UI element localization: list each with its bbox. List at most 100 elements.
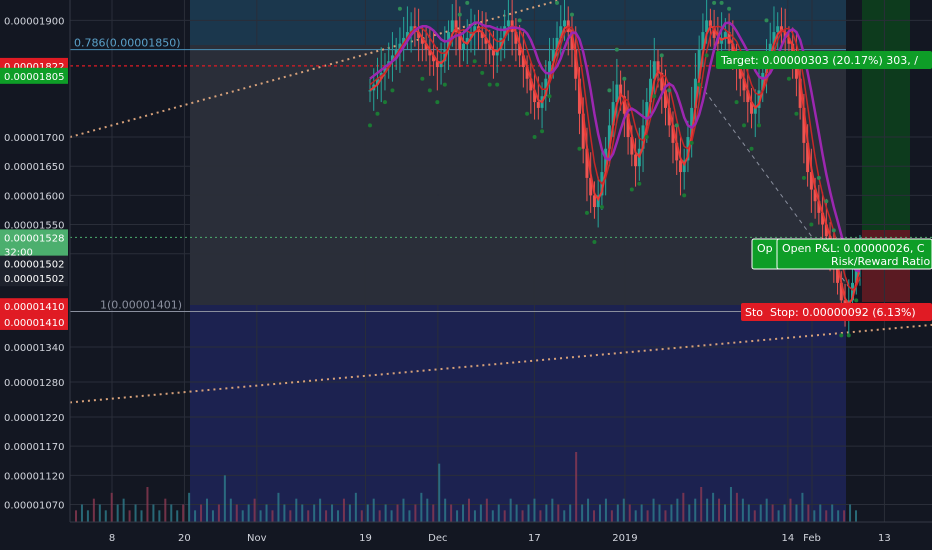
stop-short-bg — [741, 303, 771, 321]
candle-body — [813, 189, 817, 202]
volume-bar — [843, 510, 846, 522]
stop-short: Sto — [745, 306, 763, 319]
volume-bar — [450, 504, 453, 522]
volume-bar — [849, 504, 852, 522]
candle-body — [761, 72, 765, 91]
sar-dot — [427, 88, 432, 93]
sar-dot — [375, 111, 380, 116]
candle-body — [607, 125, 611, 149]
candle-body — [405, 32, 409, 38]
candle-body — [693, 78, 697, 108]
volume-bar — [503, 510, 506, 522]
candle-body — [626, 113, 630, 138]
volume-bar — [825, 510, 828, 522]
candle-body — [525, 67, 529, 79]
volume-bar — [765, 498, 768, 522]
candle-body — [630, 137, 634, 155]
volume-bar — [497, 504, 500, 522]
volume-bar — [354, 492, 357, 522]
candle-body — [768, 43, 772, 56]
volume-bar — [301, 504, 304, 522]
candle-body — [798, 78, 802, 108]
volume-bar — [140, 510, 143, 522]
x-tick-label: 17 — [528, 533, 541, 544]
volume-bar — [563, 510, 566, 522]
volume-bar — [747, 504, 750, 522]
sar-dot — [397, 6, 402, 11]
sar-dot — [532, 135, 537, 140]
volume-bar — [593, 510, 596, 522]
volume-bar — [616, 504, 619, 522]
volume-bar — [610, 510, 613, 522]
volume-bar — [283, 504, 286, 522]
candle-body — [409, 26, 413, 33]
volume-bar — [194, 510, 197, 522]
volume-bar — [575, 452, 578, 522]
candle-body — [705, 20, 709, 33]
volume-bar — [223, 475, 226, 522]
candle-body — [420, 37, 424, 44]
volume-bar — [146, 487, 149, 522]
price-badge — [0, 229, 68, 246]
sar-dot — [764, 18, 769, 23]
volume-bar — [813, 510, 816, 522]
sar-dot — [704, 53, 709, 58]
volume-bar — [253, 498, 256, 522]
volume — [75, 452, 857, 522]
volume-bar — [652, 498, 655, 522]
candle-body — [660, 72, 664, 91]
price-badge — [0, 243, 68, 260]
x-tick-label: 14 — [781, 533, 794, 544]
sar-dot — [599, 205, 604, 210]
sar-dot — [465, 0, 470, 5]
volume-bar — [188, 492, 191, 522]
volume-bar — [289, 510, 292, 522]
candle-body — [622, 96, 626, 114]
candle-body — [555, 37, 559, 50]
volume-bar — [432, 504, 435, 522]
sar-dot — [472, 59, 477, 64]
candle-body — [559, 26, 563, 38]
volume-bar — [75, 510, 77, 522]
candle-body — [806, 142, 810, 173]
candle-body — [656, 61, 660, 73]
candle-body — [544, 78, 548, 97]
x-tick-label: 19 — [359, 533, 372, 544]
sar-dot — [846, 333, 851, 338]
sar-dot — [442, 82, 447, 87]
candle-body — [383, 67, 387, 73]
candle-body — [536, 102, 540, 108]
sar-dot — [629, 187, 634, 192]
x-tick-label: Nov — [247, 533, 267, 544]
volume-bar — [462, 504, 465, 522]
candle-body — [432, 55, 436, 62]
volume-bar — [837, 510, 840, 522]
sar-dot — [674, 123, 679, 128]
sar-dot — [525, 111, 530, 116]
sar-dot — [555, 0, 560, 5]
candle-body — [690, 107, 694, 138]
volume-bar — [753, 510, 756, 522]
candle-body — [462, 43, 466, 50]
y-tick-label: 0.00001170 — [4, 442, 64, 453]
volume-bar — [402, 498, 405, 522]
candle-body — [839, 282, 843, 301]
sar-dot — [368, 123, 372, 128]
fib-label: 0.786(0.00001850) — [74, 37, 181, 50]
pnl-label: Open P&L: 0.00000026, C — [782, 242, 925, 255]
volume-bar — [735, 492, 738, 522]
sar-dot — [495, 82, 500, 87]
sar-dots — [368, 0, 859, 338]
volume-bar — [200, 504, 203, 522]
sar-dot — [622, 76, 627, 81]
sar-dot — [839, 333, 844, 338]
volume-bar — [205, 498, 208, 522]
candle-body — [731, 43, 735, 56]
volume-bar — [807, 504, 810, 522]
candle-body — [402, 37, 406, 44]
candle-body — [750, 102, 754, 114]
volume-bar — [581, 504, 584, 522]
volume-bar — [688, 504, 691, 522]
